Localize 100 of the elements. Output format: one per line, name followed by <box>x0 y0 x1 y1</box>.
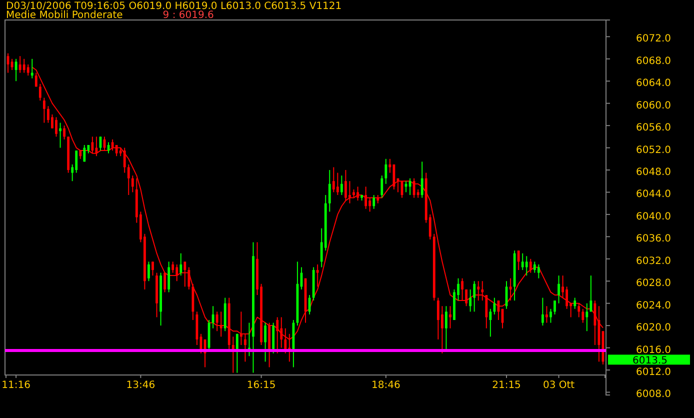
candlestick <box>546 306 548 324</box>
x-tick-label: 21:15 <box>492 380 521 392</box>
text: Medie Mobili Ponderate <box>6 10 123 21</box>
y-tick-label: 6032.0 <box>636 256 671 267</box>
candlestick <box>521 252 524 270</box>
candlestick <box>574 297 576 310</box>
candlestick <box>356 186 359 202</box>
candlestick <box>123 147 126 174</box>
candlestick <box>148 261 150 282</box>
candlestick <box>340 175 343 196</box>
candlestick <box>115 144 118 157</box>
candlestick <box>449 306 452 329</box>
y-tick-label: 6056.0 <box>636 122 671 134</box>
candlestick <box>316 264 319 288</box>
candlestick <box>537 264 540 279</box>
candlestick <box>168 261 170 293</box>
candlestick <box>26 64 30 76</box>
candlestick <box>517 250 520 270</box>
y-tick-label: 6052.0 <box>636 144 671 156</box>
y-tick-label: 6008.0 <box>636 389 671 400</box>
candlestick <box>30 58 34 79</box>
candlestick <box>264 322 267 362</box>
candlestick <box>95 136 98 157</box>
y-tick-label: 6036.0 <box>636 234 671 245</box>
candlestick <box>554 300 556 315</box>
candlestick <box>220 311 222 338</box>
candlestick <box>91 136 94 154</box>
candlestick <box>332 166 335 193</box>
candlestick <box>493 297 496 315</box>
candlestick <box>184 261 186 288</box>
candlestick <box>541 297 544 326</box>
candlestick <box>489 308 492 338</box>
candlestick <box>188 266 190 290</box>
y-tick-label: 6060.0 <box>636 100 671 112</box>
candlestick <box>368 197 372 212</box>
candlestick <box>586 302 588 332</box>
candlestick <box>164 272 166 293</box>
candlestick <box>348 180 351 204</box>
y-tick-label: 6064.0 <box>636 78 671 90</box>
candlestick <box>465 288 468 307</box>
candlestick <box>55 116 58 138</box>
candlestick <box>38 83 42 102</box>
candlestick <box>34 72 38 88</box>
annotation: 9 : 6019.6 <box>162 10 214 21</box>
y-tick-label: 6024.0 <box>636 300 671 312</box>
candlestick <box>172 261 174 274</box>
x-tick-label: 16:15 <box>246 380 276 392</box>
candlestick <box>477 280 480 302</box>
y-tick-label: 6016.0 <box>636 344 671 356</box>
candlestick <box>533 261 536 274</box>
y-tick-label: 6020.0 <box>636 322 671 334</box>
candlestick <box>59 122 62 148</box>
y-tick-label: 6044.0 <box>636 189 671 200</box>
candlestick <box>236 333 238 374</box>
candlestick <box>328 170 331 212</box>
y-tick-label: 6072.0 <box>636 34 671 45</box>
candlestick <box>364 186 368 210</box>
candlestick <box>445 306 448 352</box>
candlestick <box>176 264 178 282</box>
candlestick <box>83 144 86 162</box>
candlestick <box>436 297 440 340</box>
candlestick <box>582 308 584 324</box>
candlestick <box>42 97 46 124</box>
y-tick-label: 6028.0 <box>636 278 671 290</box>
candlestick <box>131 175 134 193</box>
candlestick <box>529 258 532 274</box>
y-tick-label: 6040.0 <box>636 211 671 222</box>
candlestick <box>550 308 552 324</box>
y-tick-label: 6012.0 <box>636 367 671 378</box>
candlestick <box>380 175 384 198</box>
candlestick <box>558 275 560 304</box>
candlestick <box>485 294 488 329</box>
candlestick <box>578 302 580 318</box>
candlestick <box>372 194 376 210</box>
candlestick <box>216 311 218 332</box>
candlestick <box>590 275 592 312</box>
candlestick <box>344 170 347 202</box>
x-tick-label: 13:46 <box>126 380 156 392</box>
x-tick-label: 11:16 <box>2 380 30 392</box>
candlestick <box>22 58 26 74</box>
candlestick <box>336 172 339 196</box>
candlestick <box>63 125 66 140</box>
candlestick <box>127 164 130 196</box>
candlestick <box>473 280 476 312</box>
candlestick <box>525 256 528 276</box>
candlestick <box>384 158 388 184</box>
candlestick <box>152 261 154 276</box>
candlestick <box>18 56 22 74</box>
candlestick <box>180 252 182 276</box>
x-tick-label: 03 Ott <box>542 380 575 392</box>
candlestick <box>481 280 484 302</box>
x-tick-label: 18:46 <box>371 380 400 392</box>
candlestick <box>461 278 464 302</box>
candlestick <box>392 164 396 190</box>
candlestick <box>14 58 18 82</box>
candlestick <box>566 286 568 310</box>
text: 6013.5 <box>632 356 668 367</box>
candlestick <box>75 150 78 174</box>
candlestick <box>469 288 472 312</box>
y-tick-label: 6048.0 <box>636 167 671 178</box>
